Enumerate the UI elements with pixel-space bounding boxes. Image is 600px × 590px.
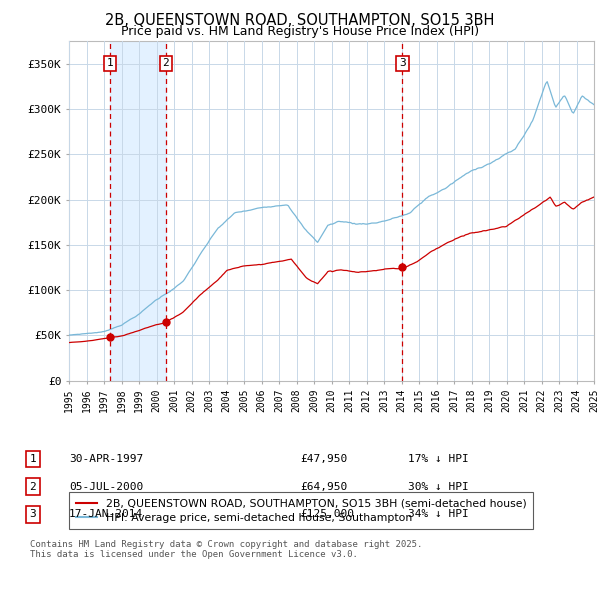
Text: £64,950: £64,950 [300,482,347,491]
Text: 2: 2 [163,58,169,68]
Text: 30-APR-1997: 30-APR-1997 [69,454,143,464]
Bar [110,41,166,381]
Text: 3: 3 [399,58,406,68]
Text: 17-JAN-2014: 17-JAN-2014 [69,510,143,519]
Text: Contains HM Land Registry data © Crown copyright and database right 2025.
This d: Contains HM Land Registry data © Crown c… [30,540,422,559]
Text: £125,000: £125,000 [300,510,354,519]
Text: £47,950: £47,950 [300,454,347,464]
Text: 2: 2 [29,482,37,491]
Text: 17% ↓ HPI: 17% ↓ HPI [408,454,469,464]
Text: 05-JUL-2000: 05-JUL-2000 [69,482,143,491]
Legend: 2B, QUEENSTOWN ROAD, SOUTHAMPTON, SO15 3BH (semi-detached house), HPI: Average p: 2B, QUEENSTOWN ROAD, SOUTHAMPTON, SO15 3… [69,492,533,529]
Text: Price paid vs. HM Land Registry's House Price Index (HPI): Price paid vs. HM Land Registry's House … [121,25,479,38]
Text: 1: 1 [29,454,37,464]
Text: 34% ↓ HPI: 34% ↓ HPI [408,510,469,519]
Text: 3: 3 [29,510,37,519]
Text: 1: 1 [106,58,113,68]
Text: 30% ↓ HPI: 30% ↓ HPI [408,482,469,491]
Text: 2B, QUEENSTOWN ROAD, SOUTHAMPTON, SO15 3BH: 2B, QUEENSTOWN ROAD, SOUTHAMPTON, SO15 3… [106,13,494,28]
